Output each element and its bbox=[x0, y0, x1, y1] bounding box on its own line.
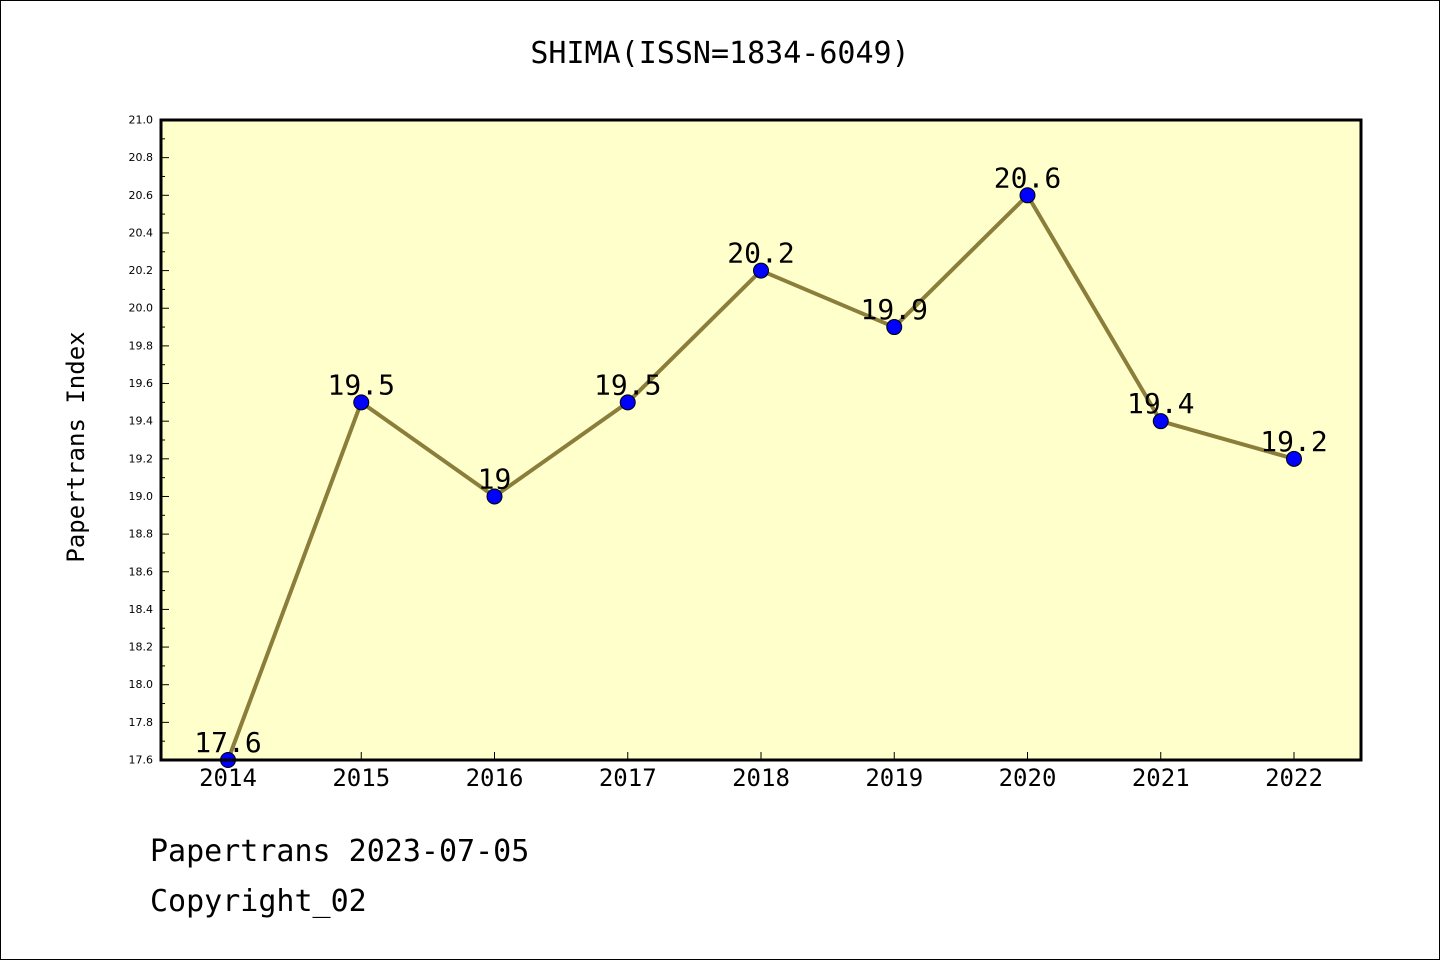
x-tick-label: 2020 bbox=[999, 764, 1057, 792]
y-tick-label: 18.4 bbox=[129, 603, 154, 616]
x-tick-label: 2016 bbox=[466, 764, 524, 792]
x-tick-label: 2021 bbox=[1132, 764, 1190, 792]
x-tick-label: 2014 bbox=[199, 764, 257, 792]
y-tick-label: 20.2 bbox=[129, 264, 154, 277]
data-point-marker bbox=[886, 319, 903, 336]
y-tick-label: 19.6 bbox=[129, 377, 154, 390]
data-point-marker bbox=[753, 262, 769, 279]
y-tick-label: 18.0 bbox=[129, 678, 154, 691]
data-point-marker bbox=[353, 394, 370, 411]
data-point-marker bbox=[1286, 450, 1302, 467]
y-tick-label: 19.8 bbox=[129, 339, 154, 352]
data-label: 19.2 bbox=[1260, 425, 1327, 458]
footer-copyright-text: Copyright_02 bbox=[150, 884, 367, 919]
y-tick-label: 20.0 bbox=[129, 302, 154, 315]
y-tick-label: 20.8 bbox=[129, 151, 154, 164]
y-tick-label: 19.4 bbox=[129, 415, 154, 428]
chart-title: SHIMA(ISSN=1834-6049) bbox=[530, 36, 910, 71]
data-point-marker bbox=[486, 488, 503, 505]
plot-border bbox=[159, 118, 1363, 762]
y-tick-label: 21.0 bbox=[129, 114, 154, 127]
x-tick-label: 2017 bbox=[599, 764, 657, 792]
y-tick-label: 19.0 bbox=[129, 490, 154, 503]
data-point-marker bbox=[619, 394, 636, 411]
x-tick-label: 2015 bbox=[332, 764, 390, 792]
x-tick-label: 2022 bbox=[1265, 764, 1323, 792]
y-tick-label: 19.2 bbox=[129, 452, 154, 465]
data-point-marker bbox=[1152, 413, 1169, 430]
y-tick-label: 18.2 bbox=[129, 641, 154, 654]
data-label: 19.9 bbox=[861, 293, 928, 326]
data-label: 20.2 bbox=[727, 237, 794, 270]
y-tick-label: 20.4 bbox=[129, 226, 154, 239]
x-tick-label: 2019 bbox=[865, 764, 923, 792]
data-label: 19.5 bbox=[328, 368, 395, 401]
y-tick-label: 20.6 bbox=[129, 189, 154, 202]
data-label: 20.6 bbox=[994, 161, 1061, 194]
data-label: 17.6 bbox=[194, 726, 261, 759]
data-point-marker bbox=[1019, 187, 1036, 204]
x-tick-label: 2018 bbox=[732, 764, 790, 792]
plot-area bbox=[161, 120, 1361, 760]
y-tick-label: 18.6 bbox=[129, 565, 154, 578]
data-label: 19 bbox=[478, 462, 512, 495]
data-label: 19.4 bbox=[1127, 387, 1194, 420]
y-tick-label: 17.6 bbox=[129, 754, 154, 767]
footer-date-text: Papertrans 2023-07-05 bbox=[150, 834, 530, 869]
data-label: 19.5 bbox=[594, 368, 661, 401]
y-tick-label: 17.8 bbox=[129, 716, 154, 729]
y-tick-label: 18.8 bbox=[129, 528, 154, 541]
